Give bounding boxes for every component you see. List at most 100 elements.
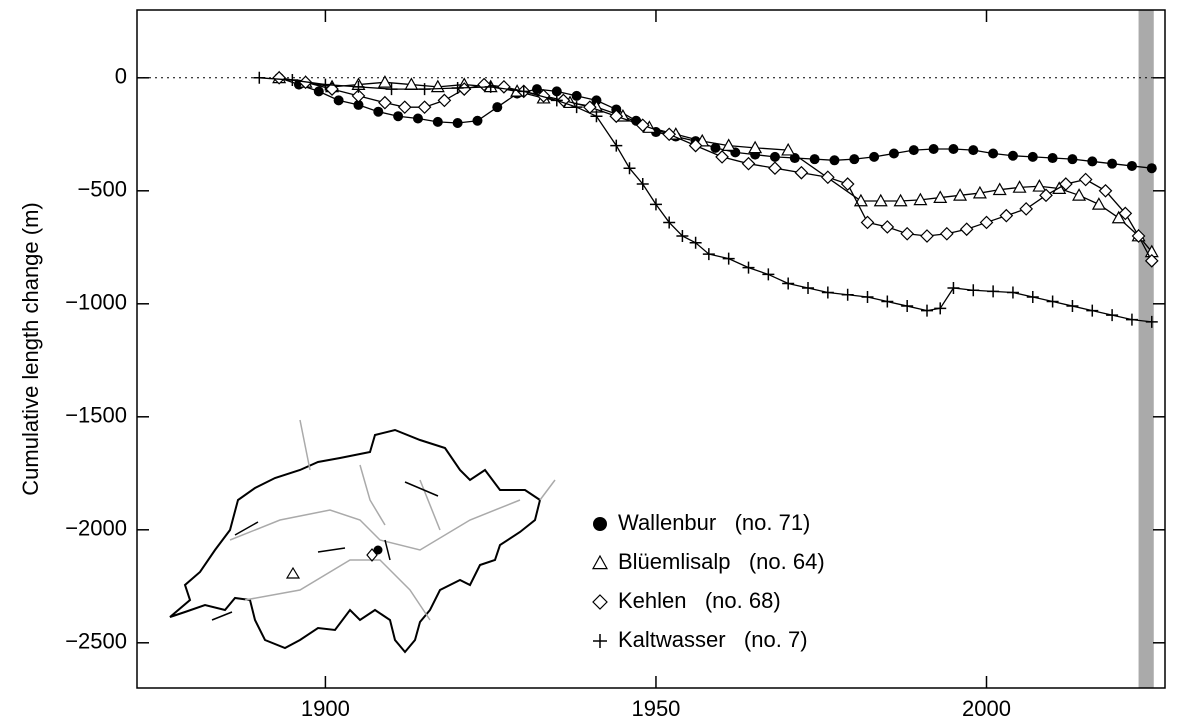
marker	[636, 178, 649, 191]
marker	[351, 89, 366, 103]
marker	[1026, 291, 1039, 304]
marker	[536, 89, 551, 103]
marker	[313, 86, 324, 97]
legend-label: Kaltwasser (no. 7)	[618, 627, 808, 652]
marker	[1086, 304, 1099, 317]
marker	[1145, 315, 1158, 328]
marker	[934, 302, 947, 315]
marker	[869, 151, 880, 162]
marker	[715, 150, 729, 164]
marker	[272, 70, 286, 85]
marker	[319, 78, 332, 91]
marker	[860, 215, 875, 230]
marker	[968, 145, 979, 156]
marker	[1027, 151, 1038, 162]
marker	[967, 284, 980, 297]
rivers	[229, 419, 556, 621]
marker	[988, 148, 999, 159]
marker	[1111, 210, 1126, 224]
marker	[1019, 202, 1034, 216]
marker	[1131, 229, 1146, 243]
marker	[1098, 183, 1113, 198]
y-tick-label: −1000	[65, 290, 127, 315]
marker	[768, 161, 782, 176]
y-axis-label: Cumulative length change (m)	[18, 202, 43, 495]
legend-label: Wallenbur (no. 71)	[618, 510, 810, 535]
marker	[623, 162, 636, 175]
y-tick-label: −500	[77, 177, 127, 202]
marker	[794, 165, 809, 180]
marker	[782, 277, 795, 290]
marker	[1106, 309, 1119, 322]
marker	[1078, 172, 1093, 187]
marker	[999, 208, 1014, 223]
series-line	[259, 77, 1152, 323]
series	[253, 71, 1158, 328]
y-tick-label: −2500	[65, 629, 127, 654]
marker	[393, 111, 404, 122]
marker	[610, 139, 623, 152]
marker	[748, 140, 763, 154]
marker	[531, 84, 542, 95]
marker	[841, 288, 854, 301]
marker	[590, 110, 603, 123]
marker	[769, 151, 780, 162]
marker	[378, 95, 392, 110]
marker	[286, 74, 299, 87]
marker	[662, 127, 677, 142]
marker	[873, 193, 888, 207]
marker	[385, 83, 398, 96]
legend-label: Blüemlisalp (no. 64)	[618, 549, 825, 574]
x-tick-label: 2000	[962, 696, 1011, 721]
y-tick-label: −2000	[65, 516, 127, 541]
marker	[861, 291, 874, 304]
marker	[609, 109, 624, 124]
marker	[689, 236, 702, 249]
marker	[928, 143, 939, 154]
marker	[888, 148, 899, 159]
marker	[1144, 254, 1159, 268]
marker	[721, 138, 736, 151]
marker	[742, 261, 755, 274]
marker	[571, 90, 582, 101]
marker	[840, 177, 855, 191]
marker	[373, 106, 384, 117]
marker	[948, 143, 959, 154]
marker	[635, 118, 650, 133]
marker	[880, 220, 895, 234]
marker	[710, 142, 721, 153]
marker	[901, 300, 914, 313]
marker	[333, 95, 344, 106]
marker	[1107, 158, 1118, 169]
country-border	[169, 428, 542, 654]
shaded-band	[1138, 10, 1154, 688]
marker	[821, 286, 834, 299]
marker	[987, 285, 1000, 298]
y-tick-label: −1500	[65, 403, 127, 428]
marker	[397, 100, 412, 115]
plot-frame	[136, 9, 1166, 689]
series-line	[279, 77, 1153, 262]
marker	[979, 215, 994, 230]
marker	[1126, 160, 1137, 171]
legend-label: Kehlen (no. 68)	[618, 588, 781, 613]
marker	[688, 138, 703, 153]
marker	[781, 142, 796, 156]
marker	[1006, 286, 1019, 299]
marker	[649, 198, 662, 211]
marker	[921, 304, 934, 317]
marker	[820, 170, 835, 185]
legend-marker	[592, 594, 608, 610]
marker	[900, 226, 915, 241]
marker	[472, 115, 483, 126]
marker	[1072, 188, 1087, 201]
marker	[1087, 156, 1098, 167]
marker	[849, 154, 860, 165]
marker	[551, 86, 562, 97]
x-tick-label: 1950	[631, 696, 680, 721]
marker	[1067, 154, 1078, 165]
marker	[497, 79, 511, 94]
marker	[959, 222, 974, 237]
marker	[913, 192, 928, 206]
marker	[452, 118, 463, 128]
